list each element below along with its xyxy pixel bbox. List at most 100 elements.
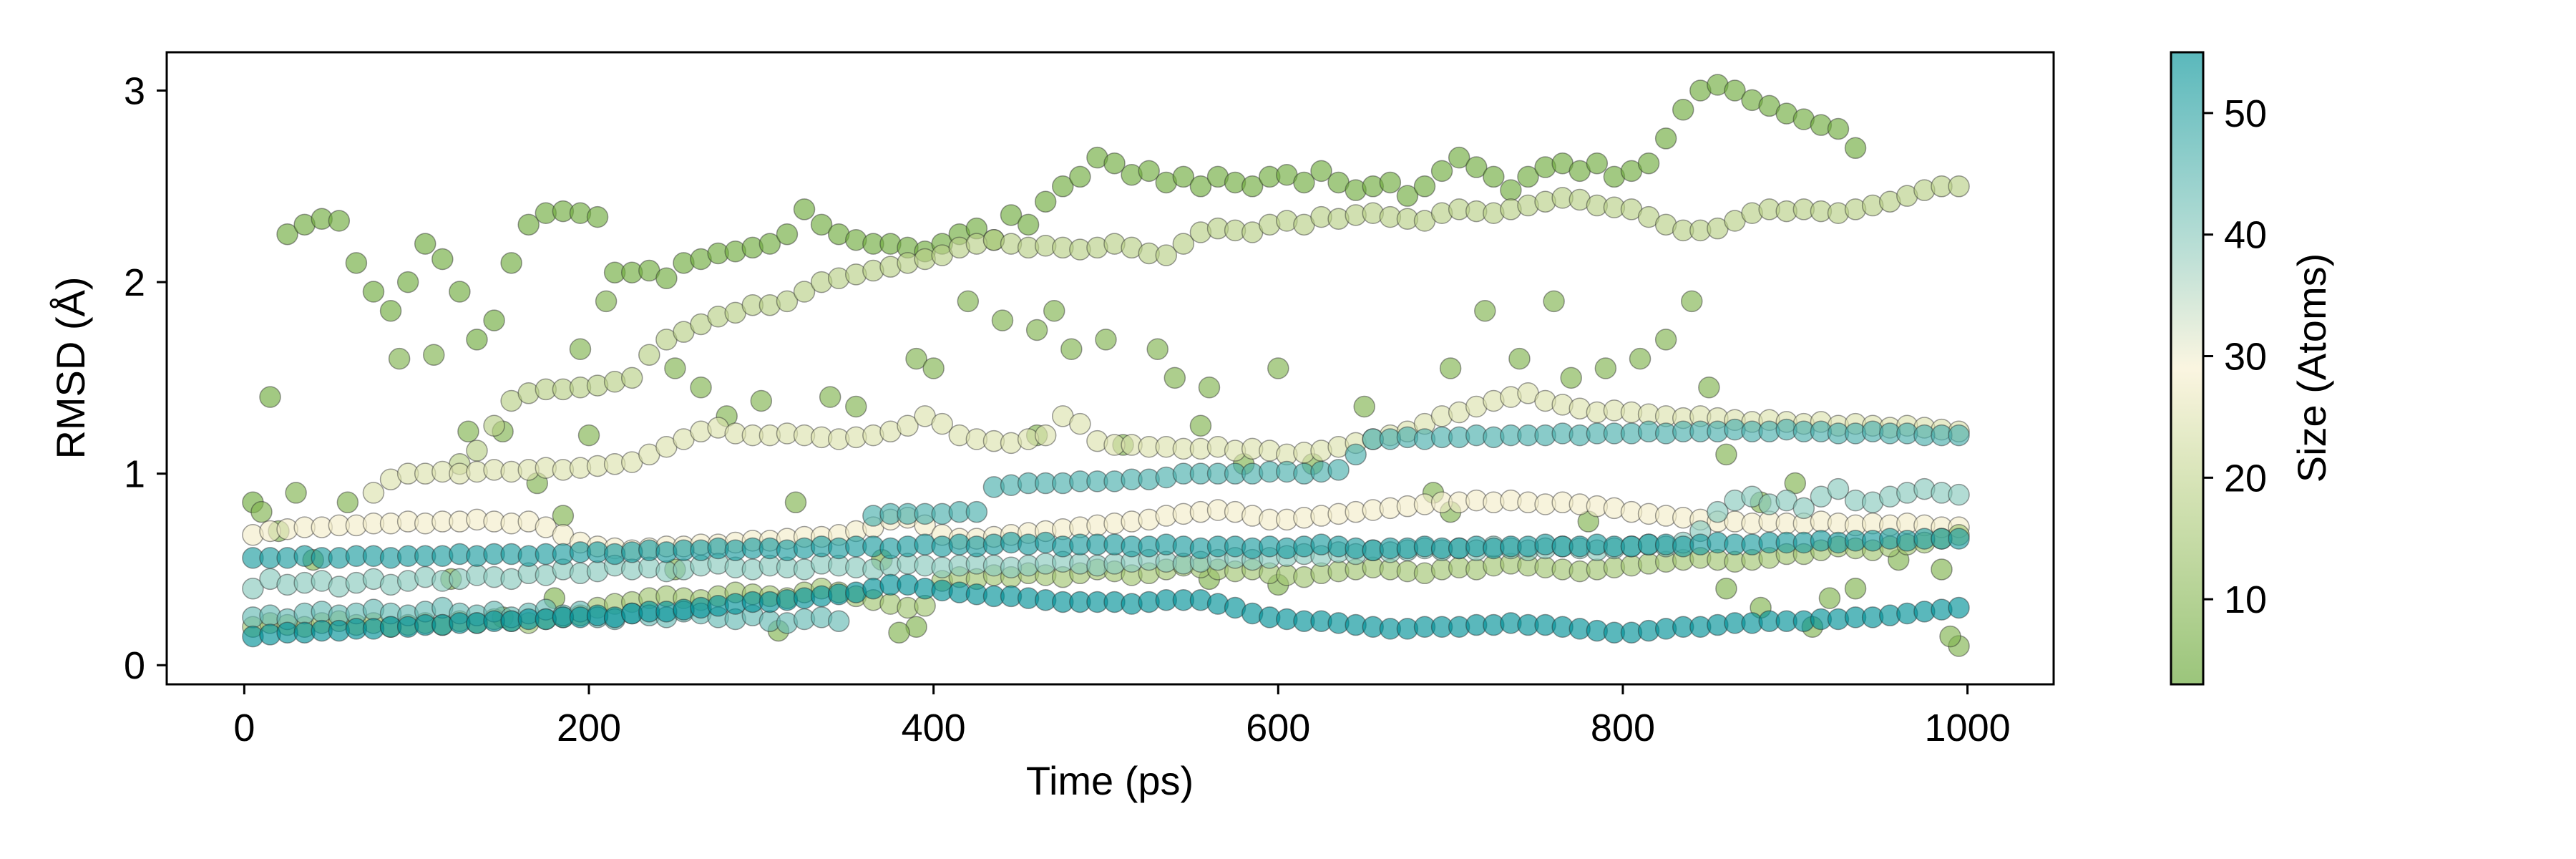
data-point <box>1681 290 1703 313</box>
data-point <box>362 482 385 504</box>
data-point <box>1948 596 1970 619</box>
data-point <box>1267 357 1289 379</box>
data-point <box>336 491 359 514</box>
data-point <box>500 252 522 274</box>
data-point <box>1025 319 1048 341</box>
data-point <box>845 395 867 418</box>
colorbar-tick-label: 50 <box>2224 92 2267 135</box>
data-point <box>1293 171 1315 194</box>
data-point <box>517 213 540 236</box>
data-point <box>776 290 799 313</box>
data-point <box>577 424 600 447</box>
data-point <box>957 290 980 313</box>
data-point <box>483 309 505 331</box>
data-point <box>1327 459 1350 481</box>
data-point <box>1172 165 1195 188</box>
data-point <box>388 347 411 370</box>
data-point <box>1931 558 1953 581</box>
data-point <box>1707 500 1729 523</box>
data-point <box>905 347 927 370</box>
data-point <box>1155 244 1178 266</box>
data-point <box>1948 483 1970 506</box>
data-point <box>1310 160 1332 183</box>
y-axis: 0 1 2 3 <box>124 70 167 687</box>
plot-frame <box>165 51 2055 686</box>
series-9 <box>242 528 1970 569</box>
data-point <box>1189 414 1212 437</box>
data-point <box>1939 625 1961 648</box>
data-point <box>1241 175 1264 198</box>
data-point <box>1052 175 1074 198</box>
data-point <box>1517 165 1539 188</box>
data-point <box>664 357 686 379</box>
data-point <box>750 389 773 412</box>
colorbar-tick-label: 30 <box>2224 336 2267 379</box>
data-point <box>819 386 841 408</box>
data-point <box>259 386 281 408</box>
data-point <box>483 414 505 437</box>
data-point <box>1948 175 1970 198</box>
data-point <box>1715 443 1737 466</box>
data-point <box>1103 152 1126 175</box>
x-tick-label: 800 <box>1591 707 1655 749</box>
data-point <box>379 299 402 322</box>
data-point <box>1792 497 1815 520</box>
colorbar-tick-label: 10 <box>2224 578 2267 621</box>
data-point <box>396 271 419 293</box>
data-point <box>414 233 436 255</box>
data-point <box>1069 165 1091 188</box>
series-0 <box>242 74 1867 514</box>
y-axis-label: RMSD (Å) <box>48 276 93 459</box>
data-point <box>1448 146 1470 169</box>
x-tick-label: 200 <box>557 707 621 749</box>
data-point <box>1672 99 1694 121</box>
data-point <box>569 338 592 360</box>
x-axis: 0 200 400 600 800 1000 <box>233 684 2011 749</box>
data-point <box>1000 204 1023 226</box>
data-point <box>1844 577 1867 600</box>
y-tick-label: 1 <box>124 453 145 496</box>
data-point <box>758 233 781 255</box>
data-point <box>431 248 454 271</box>
data-point <box>1500 179 1522 201</box>
data-point <box>1034 424 1057 447</box>
data-point <box>1827 117 1850 140</box>
y-tick-label: 0 <box>124 644 145 687</box>
x-tick-label: 400 <box>902 707 966 749</box>
data-point <box>586 205 609 228</box>
data-point <box>1637 152 1660 175</box>
data-point <box>793 281 816 303</box>
data-point <box>897 414 919 437</box>
data-point <box>1948 528 1970 550</box>
data-point <box>1353 395 1375 418</box>
data-point <box>1698 377 1720 399</box>
data-point <box>1138 160 1160 183</box>
data-point <box>931 412 953 435</box>
data-point <box>1413 175 1436 198</box>
data-point <box>1818 587 1841 609</box>
data-point <box>1060 338 1083 360</box>
data-point <box>620 367 643 389</box>
data-point <box>827 610 850 632</box>
data-point <box>1724 79 1746 102</box>
data-point <box>922 357 945 379</box>
x-tick-label: 600 <box>1246 707 1310 749</box>
data-point <box>1483 165 1505 188</box>
y-tick-label: 3 <box>124 70 145 113</box>
data-point <box>1146 338 1169 360</box>
data-point <box>1430 160 1453 183</box>
colorbar-tick-label: 20 <box>2224 457 2267 500</box>
data-point <box>810 213 833 236</box>
series-2 <box>449 175 1970 475</box>
data-point <box>888 621 910 644</box>
y-tick-label: 2 <box>124 261 145 304</box>
data-point <box>1560 367 1582 389</box>
data-point <box>1439 357 1462 379</box>
data-point <box>1172 233 1195 255</box>
data-point <box>965 500 988 523</box>
data-point <box>285 482 307 504</box>
x-axis-label: Time (ps) <box>1026 758 1194 803</box>
data-point <box>793 198 816 220</box>
data-point <box>595 290 618 313</box>
colorbar <box>2170 51 2205 686</box>
